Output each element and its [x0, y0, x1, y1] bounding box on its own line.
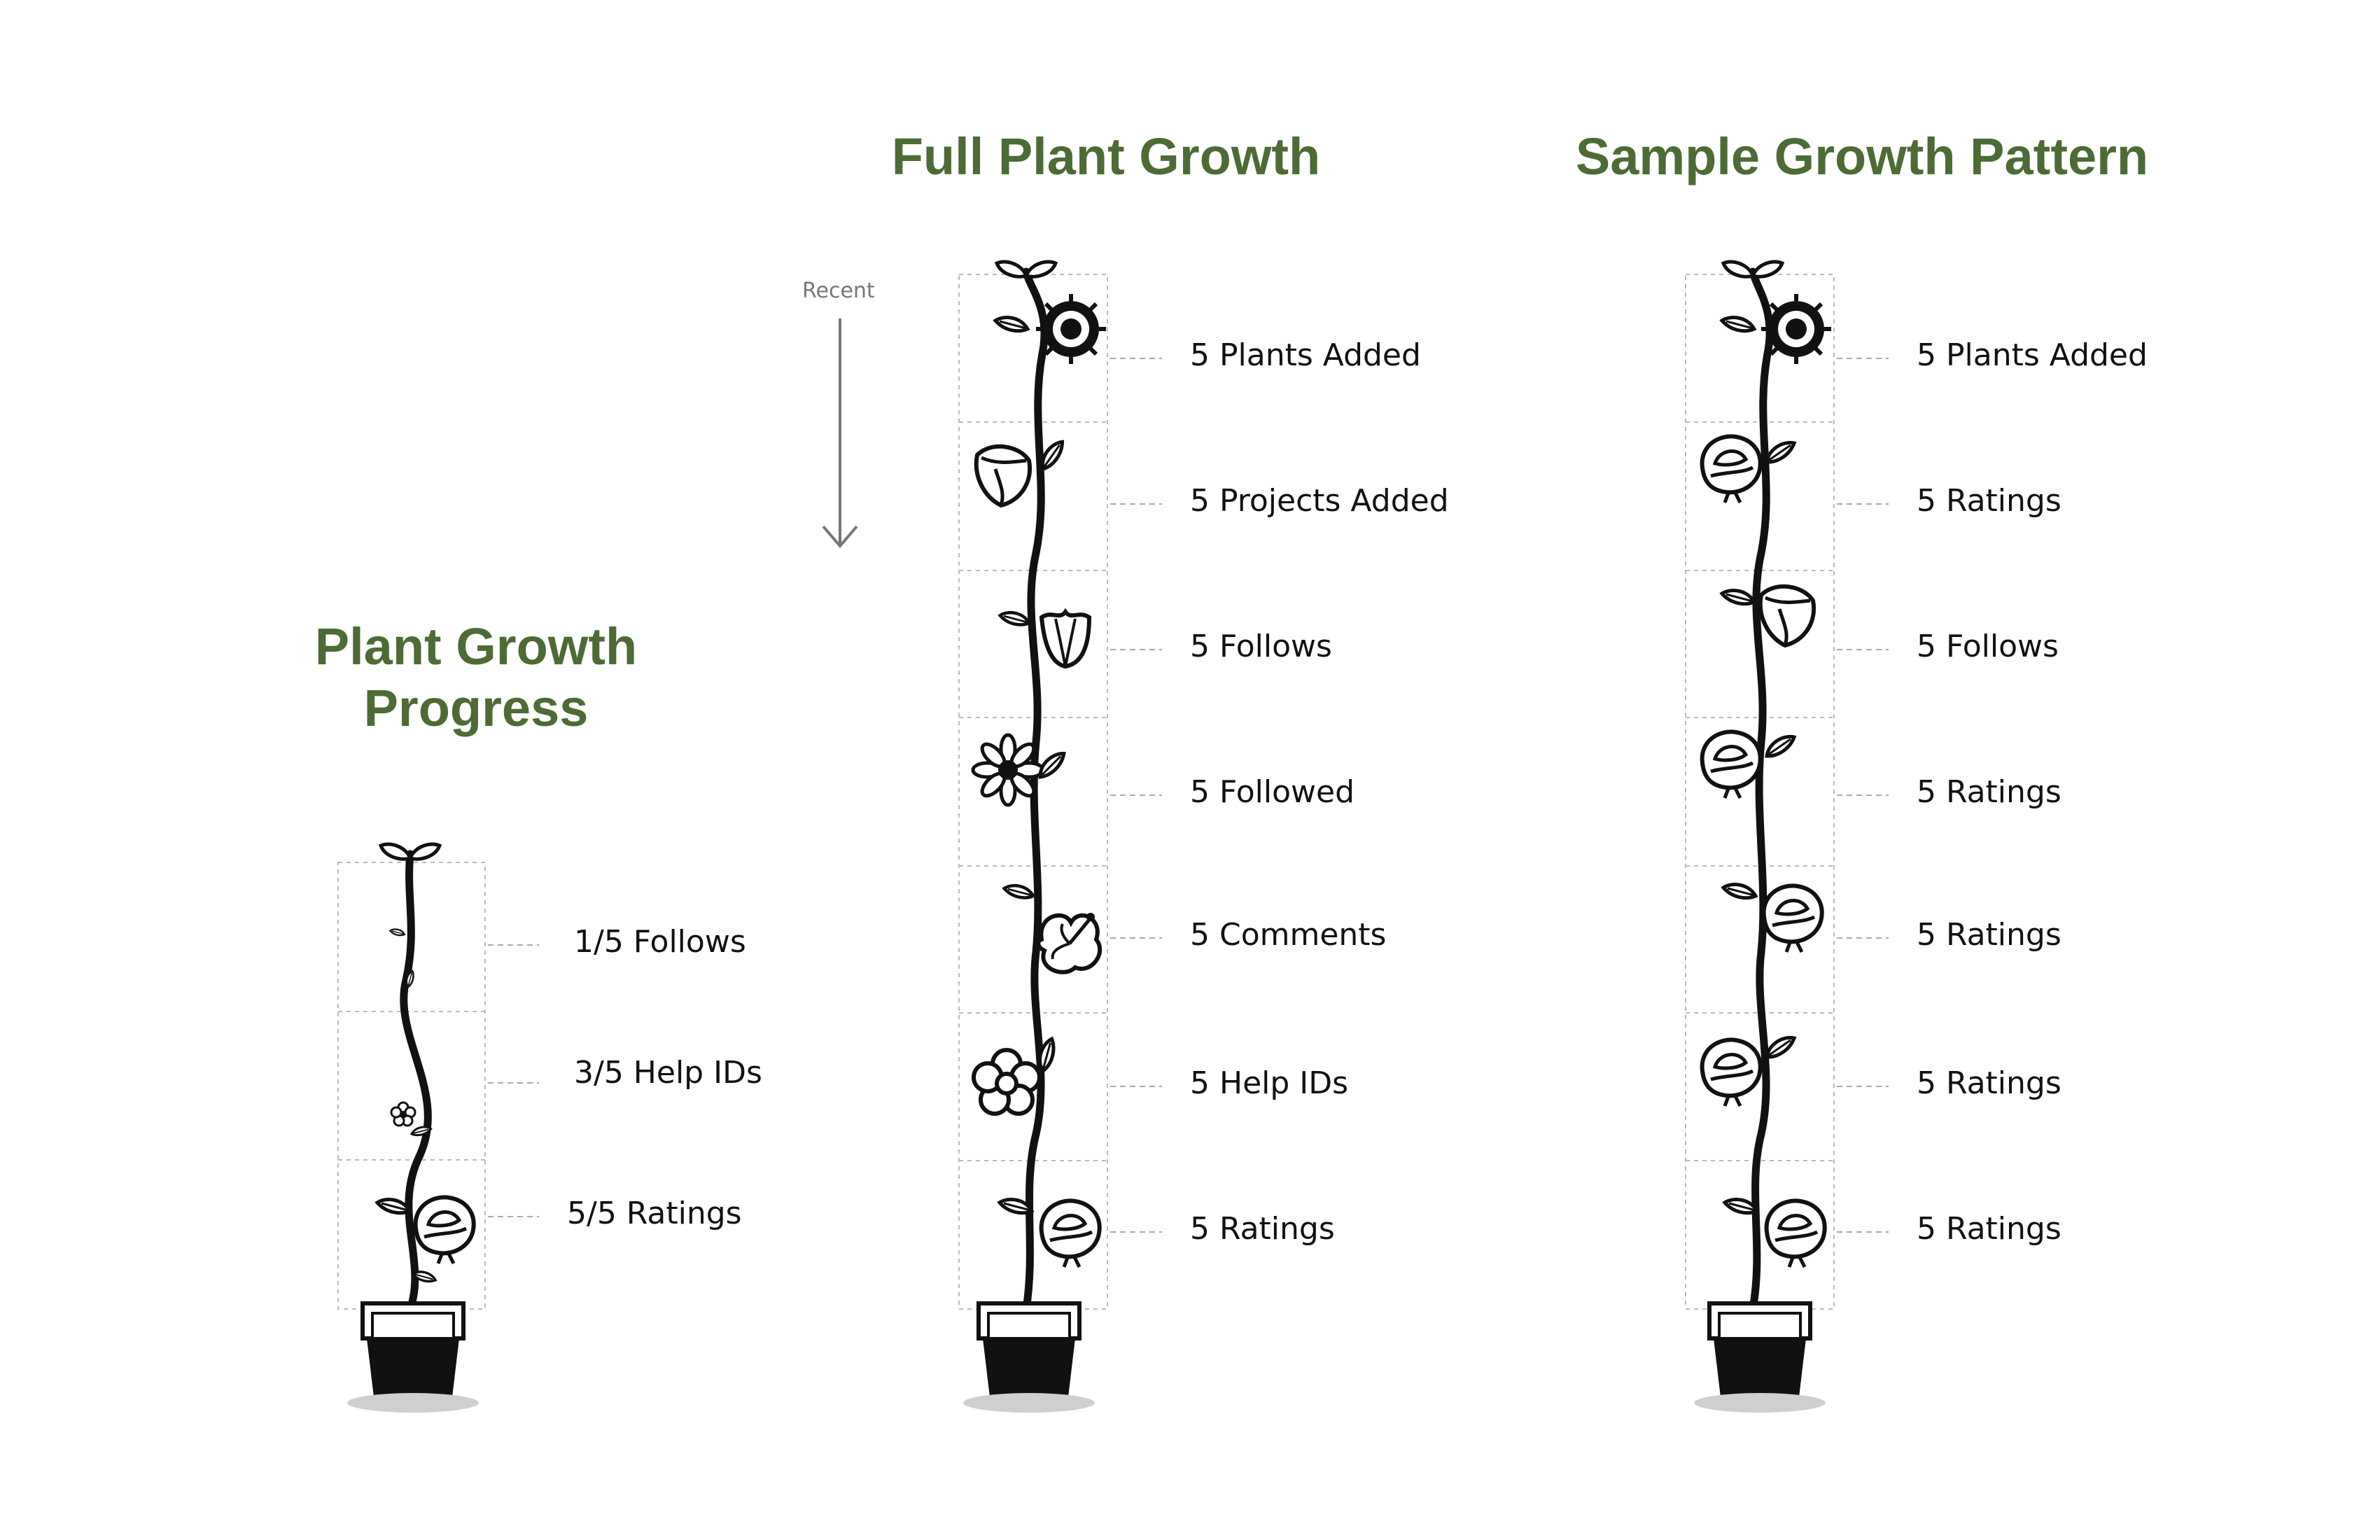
sample-rose-icon-5	[1767, 1200, 1825, 1267]
sample-leaf-icon-3	[1722, 591, 1754, 604]
sample-rose-icon-1	[1702, 436, 1760, 503]
full-daisy-icon	[973, 735, 1043, 805]
progress-label-ratings: 5/5 Ratings	[567, 1196, 742, 1231]
progress-pot-icon	[347, 1303, 479, 1413]
sample-lily-icon	[1760, 587, 1814, 645]
sample-label-ratings-3: 5 Ratings	[1917, 917, 2062, 953]
sample-connectors	[1837, 358, 1889, 1233]
sample-pot-icon	[1694, 1303, 1826, 1413]
full-connectors	[1110, 358, 1162, 1233]
sample-label-ratings-4: 5 Ratings	[1917, 1065, 2062, 1101]
progress-title-line1: Plant Growth	[314, 617, 638, 676]
sample-label-ratings-5: 5 Ratings	[1917, 1211, 2062, 1247]
sample-rose-icon-2	[1702, 732, 1760, 798]
progress-leaf-icon-2	[377, 1200, 410, 1213]
recent-label: Recent	[802, 279, 875, 303]
progress-stem	[400, 850, 432, 1313]
sample-leaf-icon-5	[1723, 885, 1756, 898]
full-hibiscus-icon	[1038, 913, 1100, 972]
sample-label-ratings-2: 5 Ratings	[1917, 774, 2062, 810]
sample-plant	[1685, 262, 1889, 1413]
sample-leaf-icon-4	[1763, 734, 1798, 758]
progress-title-line2: Progress	[363, 679, 589, 737]
full-label-projects-added: 5 Projects Added	[1190, 483, 1449, 519]
sample-spiky-flower-icon	[1761, 294, 1831, 364]
sample-rose-icon-4	[1702, 1040, 1760, 1106]
sample-label-follows: 5 Follows	[1917, 629, 2059, 664]
progress-label-follows: 1/5 Follows	[574, 924, 746, 960]
full-plant	[958, 262, 1162, 1413]
full-leaf-icon-5	[1004, 886, 1033, 897]
progress-title: Plant Growth Progress	[301, 616, 651, 739]
sample-rose-icon-3	[1764, 886, 1822, 952]
full-label-help-ids: 5 Help IDs	[1190, 1065, 1349, 1101]
full-rose-icon	[1042, 1200, 1100, 1267]
recent-arrow-icon	[822, 318, 858, 549]
sample-label-plants-added: 5 Plants Added	[1917, 337, 2148, 373]
full-leaf-icon-3	[1000, 612, 1029, 624]
full-label-plants-added: 5 Plants Added	[1190, 337, 1421, 373]
full-pot-icon	[963, 1303, 1095, 1413]
progress-label-help-ids: 3/5 Help IDs	[574, 1055, 762, 1091]
sample-stem	[1749, 267, 1774, 1313]
full-label-followed: 5 Followed	[1190, 774, 1354, 810]
progress-small-flower-icon	[390, 1101, 416, 1127]
full-lily-icon	[976, 447, 1030, 505]
sample-leaf-icon	[1722, 318, 1754, 331]
sample-growth-title: Sample Growth Pattern	[1575, 127, 2149, 186]
progress-connectors	[488, 944, 539, 1217]
full-label-follows: 5 Follows	[1190, 629, 1332, 664]
full-tulip-icon	[1042, 612, 1089, 666]
sample-label-ratings-1: 5 Ratings	[1917, 483, 2062, 519]
progress-rose-icon	[416, 1197, 474, 1264]
full-stem	[1022, 267, 1049, 1313]
full-spiky-flower-icon	[1036, 294, 1106, 364]
full-five-petal-flower-icon	[974, 1050, 1040, 1114]
full-guide-boxes	[958, 274, 1108, 1310]
full-label-comments: 5 Comments	[1190, 917, 1387, 953]
sample-guide-boxes	[1685, 274, 1835, 1310]
full-leaf-icon	[995, 318, 1028, 331]
progress-small-leaf-icon	[389, 928, 406, 937]
full-growth-title: Full Plant Growth	[891, 127, 1321, 186]
progress-plant	[337, 844, 539, 1413]
full-label-ratings: 5 Ratings	[1190, 1211, 1335, 1247]
